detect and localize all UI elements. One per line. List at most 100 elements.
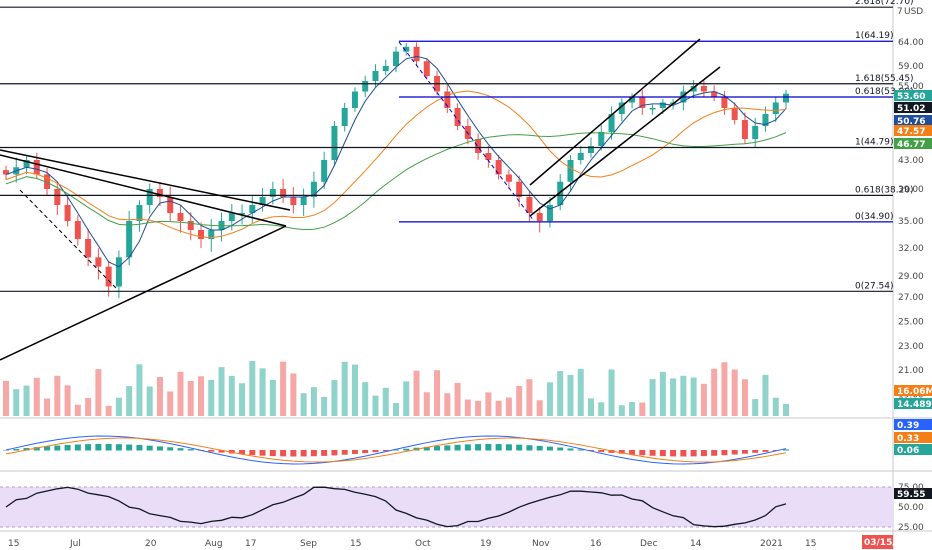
trendline[interactable] (529, 38, 701, 186)
rsi-tick: 25.00 (898, 523, 924, 533)
candle (85, 239, 92, 258)
macd-histogram-bar (721, 450, 728, 456)
macd-histogram-bar (239, 450, 246, 455)
trendline[interactable] (0, 225, 287, 361)
macd-histogram-bar (146, 445, 153, 451)
candle (588, 146, 594, 153)
macd-histogram-bar (208, 450, 215, 452)
price-tick: 29.00 (898, 272, 924, 282)
volume-value-badge (894, 398, 932, 409)
ma50-value-text: 47.57 (897, 127, 925, 137)
volume-bar (54, 375, 61, 416)
volume-bar (629, 402, 636, 416)
macd-histogram-bar (700, 450, 707, 457)
ma-line-mid (5, 90, 787, 239)
macd-histogram-bar (618, 450, 625, 454)
time-tick: Jul (69, 539, 81, 549)
candle (156, 189, 163, 197)
volume-bar (156, 377, 163, 416)
candle (711, 91, 718, 97)
last-price-badge (894, 90, 932, 101)
time-tick: 16 (590, 539, 602, 549)
volume-bar (341, 361, 348, 416)
candle (772, 102, 779, 114)
candle (475, 139, 482, 153)
volume-bar (177, 371, 184, 416)
trendline[interactable] (529, 66, 721, 217)
price-tick: 55.00 (898, 82, 924, 92)
candle (310, 181, 317, 197)
volume-bar (413, 370, 420, 416)
time-tick: 20 (145, 539, 157, 549)
signal-value-text: 0.33 (897, 434, 919, 444)
volume-bar (167, 391, 174, 416)
rsi-value-badge (894, 488, 932, 499)
candle (44, 174, 51, 189)
candle (228, 213, 235, 221)
fib-right-0618-label: 0.618(53.00) (855, 87, 914, 97)
candle (95, 257, 102, 267)
time-tick: 2021 (760, 539, 783, 549)
time-tick: Nov (532, 539, 550, 549)
candle (752, 126, 759, 139)
fib-left-1618-label: 1.618(55.45) (855, 74, 914, 84)
rsi-line (5, 486, 787, 528)
volume-bar (33, 377, 40, 416)
macd-histogram-bar (393, 449, 399, 451)
candle (690, 86, 697, 92)
macd-histogram-bar (495, 444, 502, 451)
ma100-value-badge (894, 138, 932, 149)
candle (372, 71, 379, 81)
candle (64, 205, 71, 221)
candle (54, 189, 61, 205)
macd-histogram-bar (639, 450, 646, 456)
volume-bar (783, 404, 789, 416)
volume-bar (505, 397, 512, 416)
candle (23, 160, 30, 168)
date-badge[interactable] (862, 535, 893, 549)
candle (208, 230, 215, 239)
volume-bar (269, 379, 276, 416)
volume-avg-text: 16.06M (897, 387, 932, 397)
fib-left-2618-label: 2.618(72.70) (855, 0, 914, 7)
macd-histogram-bar (598, 450, 605, 452)
candle (74, 221, 81, 239)
candle (649, 108, 656, 110)
macd-histogram-bar (177, 448, 184, 451)
candle (331, 126, 338, 160)
signal-line (5, 437, 787, 463)
price-pane[interactable] (0, 0, 893, 418)
candle (700, 86, 707, 92)
volume-bar (588, 398, 594, 416)
trendline[interactable] (0, 149, 291, 211)
price-tick: 23.00 (898, 342, 924, 352)
macd-histogram-bar (629, 450, 636, 455)
candle (505, 174, 512, 182)
volume-bar (85, 397, 92, 416)
volume-bar (23, 385, 30, 416)
macd-histogram-bar (218, 450, 225, 453)
volume-bar (721, 362, 728, 416)
drawing-layer: 2.618(72.70) 1.618(55.45) 1(44.79) 0.618(38… (0, 0, 914, 361)
macd-histogram-bar (464, 444, 471, 451)
date-badge-text[interactable]: 03/15/21 (864, 538, 908, 548)
macd-histogram-bar (321, 450, 328, 456)
macd-histogram-bar (167, 447, 174, 451)
macd-value-badge (894, 419, 932, 430)
volume-bar (290, 373, 297, 416)
macd-histogram-bar (403, 448, 410, 451)
macd-histogram-bar (505, 444, 512, 451)
volume-bar (762, 374, 769, 416)
volume-bar (598, 402, 605, 416)
volume-bar (300, 393, 307, 416)
volume-bar (516, 385, 523, 416)
candle (136, 205, 143, 221)
ma100-value-text: 46.77 (897, 140, 925, 150)
volume-bar (259, 368, 266, 416)
macd-histogram-bar (680, 450, 687, 457)
volume-bar (13, 389, 20, 416)
trendline[interactable] (0, 154, 287, 227)
volume-bar (372, 395, 379, 416)
candle (146, 189, 153, 205)
